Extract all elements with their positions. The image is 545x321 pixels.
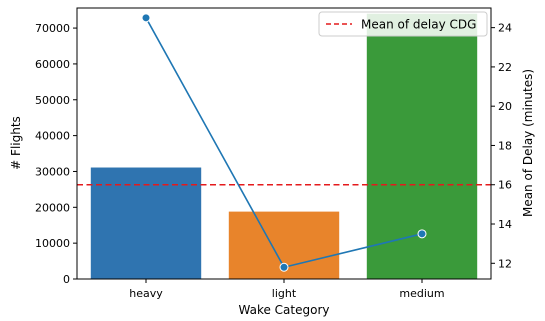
bar-medium	[366, 13, 478, 280]
left-tick-label: 30000	[35, 165, 70, 178]
left-tick-label: 20000	[35, 201, 70, 214]
x-axis-label: Wake Category	[239, 303, 330, 317]
right-tick-label: 14	[498, 218, 512, 231]
left-tick-label: 70000	[35, 22, 70, 35]
right-y-axis-label: Mean of Delay (minutes)	[521, 69, 535, 217]
left-tick-label: 40000	[35, 130, 70, 143]
left-tick-label: 10000	[35, 237, 70, 250]
left-tick-label: 50000	[35, 94, 70, 107]
delay-point-heavy	[141, 13, 151, 23]
legend: Mean of delay CDG	[318, 11, 488, 37]
delay-point-light	[279, 262, 289, 272]
x-tick-label-heavy: heavy	[129, 287, 163, 300]
left-y-axis-label: # Flights	[9, 116, 23, 170]
left-tick-label: 60000	[35, 58, 70, 71]
right-y-axis: 12 14 16 18 20 22 24	[491, 22, 512, 270]
x-axis: heavy light medium	[129, 279, 445, 300]
left-y-axis: 0 10000 20000 30000 40000 50000 60000 70000	[35, 22, 77, 286]
legend-label-reference: Mean of delay CDG	[361, 18, 476, 32]
right-tick-label: 24	[498, 22, 512, 35]
delay-line-layer	[141, 13, 427, 272]
bars-layer	[90, 13, 478, 280]
right-tick-label: 18	[498, 139, 512, 152]
bar-heavy	[90, 167, 202, 279]
x-tick-label-medium: medium	[399, 287, 444, 300]
right-tick-label: 12	[498, 257, 512, 270]
right-tick-label: 16	[498, 179, 512, 192]
delay-point-medium	[417, 229, 427, 239]
right-tick-label: 20	[498, 100, 512, 113]
right-tick-label: 22	[498, 61, 512, 74]
x-tick-label-light: light	[272, 287, 297, 300]
left-tick-label: 0	[63, 273, 70, 286]
legend-box	[318, 11, 488, 37]
